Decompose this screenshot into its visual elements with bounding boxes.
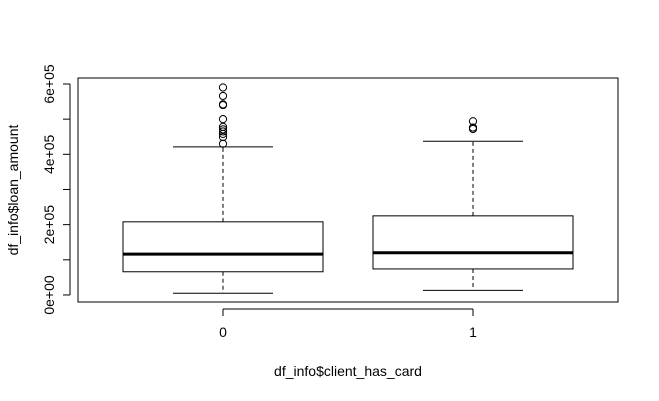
y-tick-label: 0e+00 (41, 275, 57, 315)
plot-frame (77, 77, 619, 303)
outlier-point (218, 125, 228, 134)
iqr-box (372, 215, 574, 270)
outlier-point (468, 123, 478, 132)
y-tick-label: 2e+05 (41, 205, 57, 245)
box-0 (122, 83, 324, 294)
outlier-point (218, 139, 228, 148)
outlier-point (468, 117, 478, 126)
y-tick-label: 6e+05 (41, 64, 57, 104)
outlier-point (218, 132, 228, 142)
outlier-point (218, 115, 228, 124)
y-tick-label: 4e+05 (41, 134, 57, 174)
outlier-point (218, 100, 228, 109)
outlier-point (218, 127, 228, 136)
outlier-point (218, 122, 228, 131)
x-axis-label: df_info$client_has_card (274, 363, 422, 379)
outlier-point (218, 83, 228, 92)
iqr-box (122, 221, 324, 273)
y-axis-label: df_info$loan_amount (5, 125, 21, 256)
boxes-group (122, 83, 574, 294)
box-1 (372, 117, 574, 291)
outlier-point (218, 91, 228, 101)
x-tick-label: 1 (469, 324, 477, 340)
y-axis: 0e+00 2e+05 4e+05 6e+05 (41, 64, 71, 315)
x-tick-label: 0 (219, 324, 227, 340)
